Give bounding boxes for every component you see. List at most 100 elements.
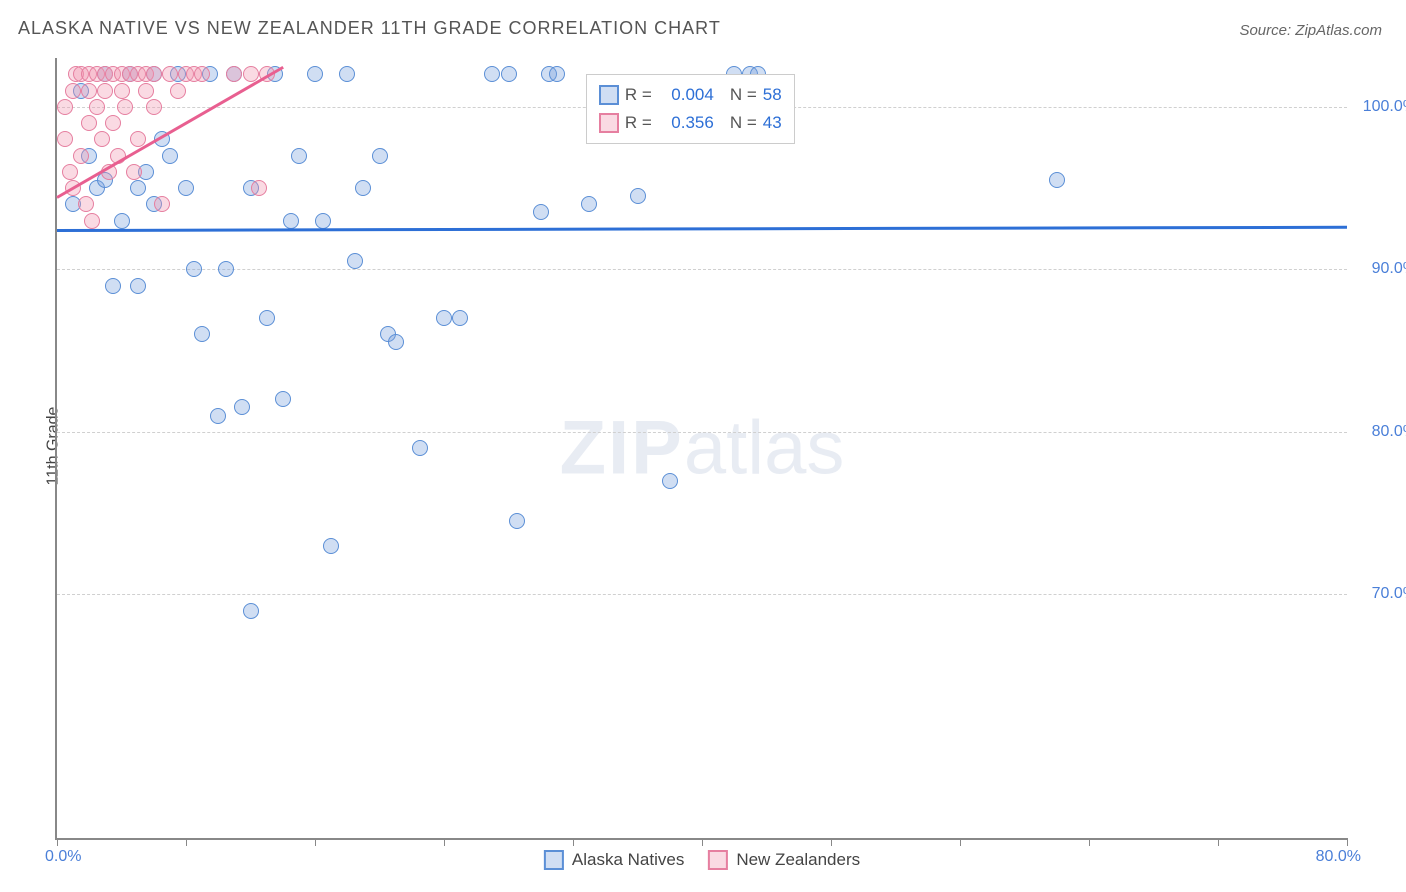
scatter-point xyxy=(138,83,154,99)
scatter-point xyxy=(234,399,250,415)
scatter-point xyxy=(81,115,97,131)
scatter-point xyxy=(194,66,210,82)
scatter-point xyxy=(162,148,178,164)
x-tick xyxy=(1089,838,1090,846)
watermark-light: atlas xyxy=(684,406,845,491)
gridline xyxy=(57,594,1347,595)
watermark: ZIPatlas xyxy=(560,405,845,492)
source-attribution: Source: ZipAtlas.com xyxy=(1239,22,1382,39)
legend-swatch xyxy=(708,850,728,870)
y-tick-label: 90.0% xyxy=(1357,260,1406,278)
scatter-point xyxy=(130,180,146,196)
scatter-point xyxy=(81,83,97,99)
scatter-point xyxy=(533,204,549,220)
scatter-point xyxy=(57,131,73,147)
scatter-point xyxy=(84,213,100,229)
scatter-point xyxy=(218,261,234,277)
y-tick-label: 70.0% xyxy=(1357,585,1406,603)
x-tick xyxy=(186,838,187,846)
r-value: 0.004 xyxy=(658,81,714,109)
scatter-point xyxy=(581,196,597,212)
scatter-point xyxy=(509,513,525,529)
x-tick xyxy=(1218,838,1219,846)
y-tick-label: 80.0% xyxy=(1357,423,1406,441)
scatter-point xyxy=(57,99,73,115)
scatter-point xyxy=(347,253,363,269)
x-tick xyxy=(315,838,316,846)
chart-title: ALASKA NATIVE VS NEW ZEALANDER 11TH GRAD… xyxy=(18,18,721,39)
scatter-point xyxy=(146,66,162,82)
scatter-point xyxy=(452,310,468,326)
y-tick-label: 100.0% xyxy=(1357,98,1406,116)
scatter-point xyxy=(114,83,130,99)
scatter-point xyxy=(549,66,565,82)
legend-label: Alaska Natives xyxy=(572,850,684,870)
scatter-point xyxy=(186,261,202,277)
r-label: R = xyxy=(625,81,652,109)
scatter-point xyxy=(323,538,339,554)
scatter-point xyxy=(662,473,678,489)
scatter-point xyxy=(339,66,355,82)
scatter-point xyxy=(117,99,133,115)
legend-label: New Zealanders xyxy=(736,850,860,870)
legend-row: R =0.356 N =43 xyxy=(599,109,782,137)
x-tick xyxy=(960,838,961,846)
x-tick xyxy=(702,838,703,846)
series-legend: Alaska Natives New Zealanders xyxy=(544,850,860,870)
scatter-point xyxy=(291,148,307,164)
scatter-point xyxy=(105,115,121,131)
scatter-point xyxy=(259,310,275,326)
scatter-point xyxy=(105,278,121,294)
n-value: 43 xyxy=(763,109,782,137)
correlation-legend: R =0.004 N =58 R =0.356 N =43 xyxy=(586,74,795,144)
x-tick xyxy=(444,838,445,846)
scatter-point xyxy=(226,66,242,82)
scatter-point xyxy=(78,196,94,212)
scatter-point xyxy=(501,66,517,82)
n-label: N = xyxy=(730,109,757,137)
legend-swatch xyxy=(599,85,619,105)
r-label: R = xyxy=(625,109,652,137)
scatter-point xyxy=(65,83,81,99)
scatter-point xyxy=(484,66,500,82)
scatter-point xyxy=(307,66,323,82)
x-tick xyxy=(57,838,58,846)
x-tick xyxy=(831,838,832,846)
scatter-point xyxy=(97,83,113,99)
scatter-point xyxy=(630,188,646,204)
scatter-point xyxy=(251,180,267,196)
scatter-point xyxy=(89,99,105,115)
scatter-point xyxy=(94,131,110,147)
scatter-point xyxy=(154,196,170,212)
scatter-point xyxy=(355,180,371,196)
scatter-point xyxy=(146,99,162,115)
scatter-point xyxy=(315,213,331,229)
scatter-plot-area: ZIPatlas 70.0%80.0%90.0%100.0%0.0%80.0%R… xyxy=(55,58,1347,840)
scatter-point xyxy=(114,213,130,229)
scatter-point xyxy=(162,66,178,82)
n-label: N = xyxy=(730,81,757,109)
scatter-point xyxy=(436,310,452,326)
x-tick xyxy=(573,838,574,846)
n-value: 58 xyxy=(763,81,782,109)
trend-line xyxy=(57,225,1347,231)
scatter-point xyxy=(194,326,210,342)
scatter-point xyxy=(178,180,194,196)
legend-swatch xyxy=(544,850,564,870)
legend-item: New Zealanders xyxy=(708,850,860,870)
scatter-point xyxy=(243,603,259,619)
scatter-point xyxy=(130,278,146,294)
scatter-point xyxy=(388,334,404,350)
scatter-point xyxy=(412,440,428,456)
x-min-label: 0.0% xyxy=(45,848,81,866)
gridline xyxy=(57,432,1347,433)
scatter-point xyxy=(210,408,226,424)
legend-row: R =0.004 N =58 xyxy=(599,81,782,109)
r-value: 0.356 xyxy=(658,109,714,137)
scatter-point xyxy=(275,391,291,407)
scatter-point xyxy=(1049,172,1065,188)
x-tick xyxy=(1347,838,1348,846)
scatter-point xyxy=(372,148,388,164)
scatter-point xyxy=(73,148,89,164)
scatter-point xyxy=(283,213,299,229)
